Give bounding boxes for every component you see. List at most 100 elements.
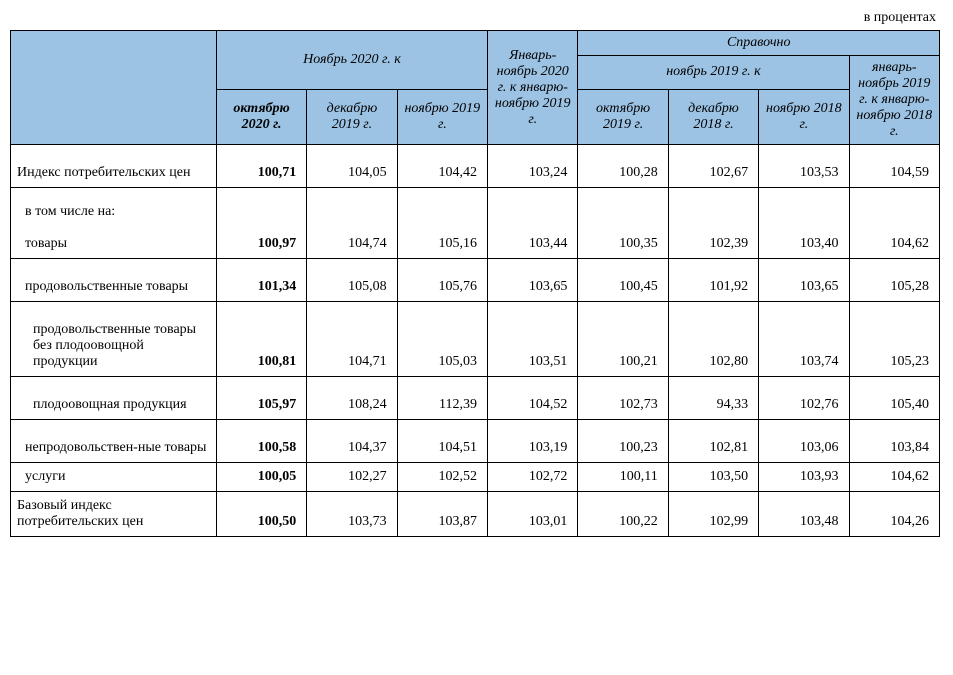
cell-value: 105,16	[397, 226, 487, 259]
header-ref-group: Справочно	[578, 31, 940, 56]
header-c1: октябрю 2020 г.	[216, 89, 306, 144]
cell-value: 104,51	[397, 420, 487, 463]
cell-value: 103,73	[307, 492, 397, 537]
cell-value: 103,19	[488, 420, 578, 463]
cell-value: 100,22	[578, 492, 668, 537]
table-header: Ноябрь 2020 г. к Январь-ноябрь 2020 г. к…	[11, 31, 940, 145]
cell-value: 102,39	[668, 226, 758, 259]
cell-value: 104,71	[307, 302, 397, 377]
cell-value: 102,81	[668, 420, 758, 463]
cell-value: 104,26	[849, 492, 939, 537]
cell-value: 100,11	[578, 463, 668, 492]
cell-value: 102,73	[578, 377, 668, 420]
cell-value: 103,53	[759, 145, 849, 188]
row-label: Индекс потребительских цен	[11, 145, 217, 188]
cell-value: 103,65	[759, 259, 849, 302]
cell-value: 103,40	[759, 226, 849, 259]
header-nov2019-group: ноябрь 2019 г. к	[578, 56, 849, 90]
cell-value: 102,99	[668, 492, 758, 537]
cell-value	[216, 188, 306, 227]
row-label: Базовый индекс потребительских цен	[11, 492, 217, 537]
cpi-table: Ноябрь 2020 г. к Январь-ноябрь 2020 г. к…	[10, 30, 940, 537]
cell-value: 100,97	[216, 226, 306, 259]
cell-value: 103,93	[759, 463, 849, 492]
header-c6: декабрю 2018 г.	[668, 89, 758, 144]
cell-value	[668, 188, 758, 227]
cell-value: 102,72	[488, 463, 578, 492]
table-row: продовольственные товары101,34105,08105,…	[11, 259, 940, 302]
cell-value: 105,08	[307, 259, 397, 302]
cell-value: 108,24	[307, 377, 397, 420]
cell-value: 103,74	[759, 302, 849, 377]
table-row: товары100,97104,74105,16103,44100,35102,…	[11, 226, 940, 259]
table-row: непродовольствен-ные товары100,58104,371…	[11, 420, 940, 463]
cell-value: 103,65	[488, 259, 578, 302]
table-row: Индекс потребительских цен100,71104,0510…	[11, 145, 940, 188]
cell-value: 105,03	[397, 302, 487, 377]
header-c5: октябрю 2019 г.	[578, 89, 668, 144]
row-label: товары	[11, 226, 217, 259]
cell-value: 105,23	[849, 302, 939, 377]
header-empty	[11, 31, 217, 145]
table-row: в том числе на:	[11, 188, 940, 227]
cell-value: 100,71	[216, 145, 306, 188]
cell-value: 100,81	[216, 302, 306, 377]
cell-value	[397, 188, 487, 227]
cell-value: 100,50	[216, 492, 306, 537]
cell-value: 104,42	[397, 145, 487, 188]
header-jan-nov-2019: январь-ноябрь 2019 г. к январю-ноябрю 20…	[849, 56, 939, 145]
cell-value: 104,62	[849, 226, 939, 259]
cell-value: 105,40	[849, 377, 939, 420]
cell-value: 105,28	[849, 259, 939, 302]
cell-value: 103,06	[759, 420, 849, 463]
cell-value: 112,39	[397, 377, 487, 420]
cell-value	[488, 188, 578, 227]
cell-value: 103,24	[488, 145, 578, 188]
table-caption: в процентах	[10, 10, 940, 26]
cell-value	[849, 188, 939, 227]
header-nov2020-group: Ноябрь 2020 г. к	[216, 31, 487, 90]
cell-value: 100,28	[578, 145, 668, 188]
cell-value: 102,76	[759, 377, 849, 420]
cell-value: 100,23	[578, 420, 668, 463]
cell-value: 104,37	[307, 420, 397, 463]
cell-value: 103,84	[849, 420, 939, 463]
cell-value: 105,76	[397, 259, 487, 302]
row-label: непродовольствен-ные товары	[11, 420, 217, 463]
cell-value: 102,67	[668, 145, 758, 188]
cell-value: 101,34	[216, 259, 306, 302]
header-c7: ноябрю 2018 г.	[759, 89, 849, 144]
table-row: Базовый индекс потребительских цен100,50…	[11, 492, 940, 537]
cell-value: 103,44	[488, 226, 578, 259]
cell-value: 102,27	[307, 463, 397, 492]
table-body: Индекс потребительских цен100,71104,0510…	[11, 145, 940, 537]
cell-value: 104,62	[849, 463, 939, 492]
header-jan-nov-2020: Январь-ноябрь 2020 г. к январю-ноябрю 20…	[488, 31, 578, 145]
cell-value	[307, 188, 397, 227]
cell-value	[578, 188, 668, 227]
cell-value: 102,80	[668, 302, 758, 377]
cell-value: 100,21	[578, 302, 668, 377]
row-label: плодоовощная продукция	[11, 377, 217, 420]
cell-value: 100,35	[578, 226, 668, 259]
cell-value: 100,45	[578, 259, 668, 302]
header-c2: декабрю 2019 г.	[307, 89, 397, 144]
cell-value: 103,01	[488, 492, 578, 537]
cell-value: 94,33	[668, 377, 758, 420]
cell-value: 104,52	[488, 377, 578, 420]
header-c3: ноябрю 2019 г.	[397, 89, 487, 144]
row-label: продовольственные товары без плодоовощно…	[11, 302, 217, 377]
cell-value: 104,59	[849, 145, 939, 188]
cell-value: 104,05	[307, 145, 397, 188]
cell-value: 102,52	[397, 463, 487, 492]
cell-value: 103,48	[759, 492, 849, 537]
cell-value: 100,58	[216, 420, 306, 463]
row-label: в том числе на:	[11, 188, 217, 227]
cell-value	[759, 188, 849, 227]
cell-value: 103,51	[488, 302, 578, 377]
table-row: услуги100,05102,27102,52102,72100,11103,…	[11, 463, 940, 492]
cell-value: 104,74	[307, 226, 397, 259]
row-label: продовольственные товары	[11, 259, 217, 302]
cell-value: 103,50	[668, 463, 758, 492]
cell-value: 100,05	[216, 463, 306, 492]
